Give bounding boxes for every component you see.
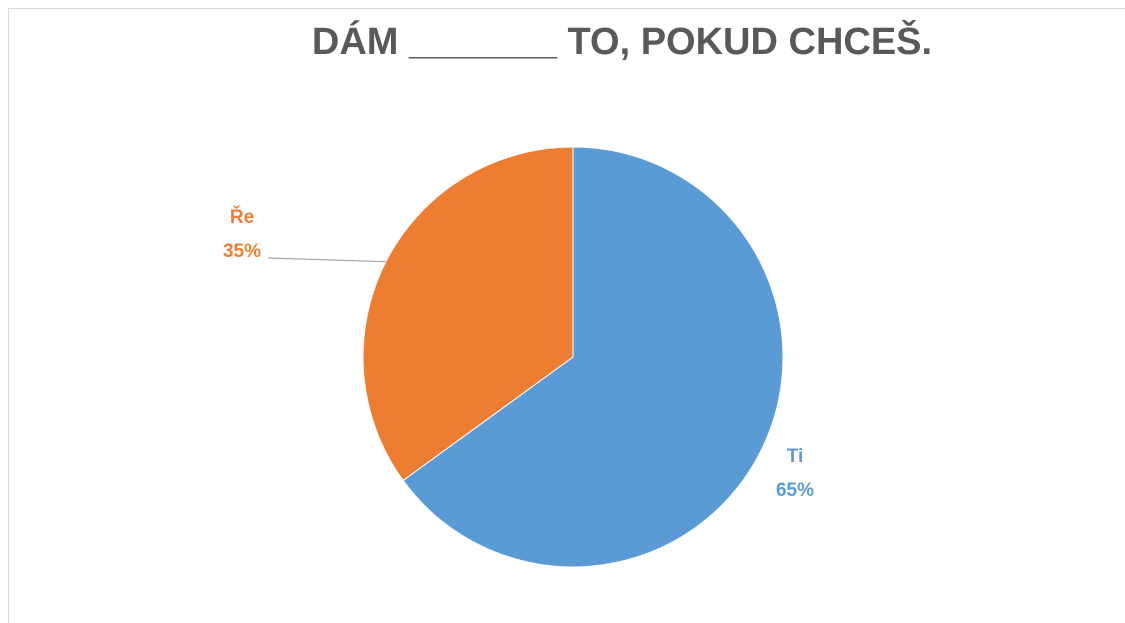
slice-label: Ře bbox=[230, 206, 254, 228]
value-label: 35% bbox=[223, 241, 261, 262]
leader-line bbox=[267, 257, 386, 263]
chart-title: DÁM _______ TO, POKUD CHCEŠ. bbox=[312, 18, 932, 63]
pie-slice bbox=[402, 146, 784, 568]
slice-label: Ti bbox=[787, 446, 804, 467]
pie-slice bbox=[362, 146, 574, 482]
value-label: 65% bbox=[776, 480, 814, 501]
